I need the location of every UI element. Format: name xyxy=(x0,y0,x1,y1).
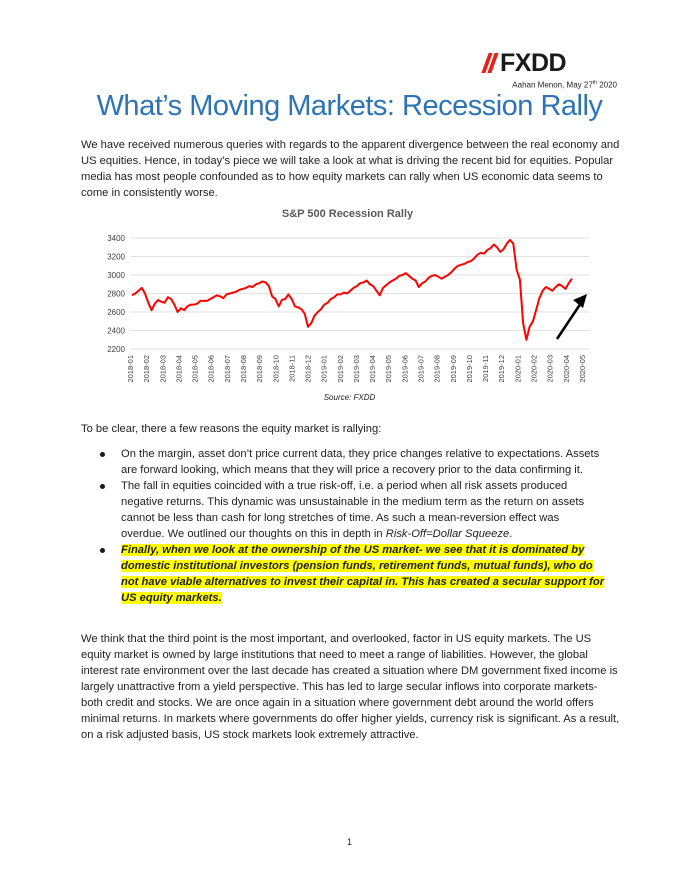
x-tick-label: 2018-03 xyxy=(158,355,167,383)
y-tick-label: 3400 xyxy=(107,234,125,243)
x-tick-label: 2019-08 xyxy=(433,355,442,383)
x-tick-label: 2018-01 xyxy=(126,355,135,383)
bullet-text: On the margin, asset don’t price current… xyxy=(121,448,600,476)
x-tick-label: 2019-02 xyxy=(336,355,345,383)
author-name: Aahan Menon, May 27 xyxy=(512,80,593,90)
chart-svg: 2200 2400 2600 2800 3000 3200 3400 2018-01 2018-… xyxy=(107,234,590,383)
x-tick-label: 2019-07 xyxy=(417,355,426,383)
list-item: The fall in equities coincided with a tr… xyxy=(100,478,605,542)
arrow-head-icon xyxy=(573,294,587,308)
author-date-suffix: th xyxy=(592,80,597,86)
x-tick-label: 2019-05 xyxy=(384,355,393,383)
bullet-icon xyxy=(100,548,105,553)
highlighted-bullet-text: Finally, when we look at the ownership o… xyxy=(121,544,605,604)
author-year: 2020 xyxy=(596,80,617,90)
x-tick-label: 2018-07 xyxy=(223,355,232,383)
x-tick-label: 2019-10 xyxy=(465,355,474,383)
y-tick-label: 3000 xyxy=(107,271,125,280)
chart-title: S&P 500 Recession Rally xyxy=(281,208,414,220)
x-tick-label: 2020-04 xyxy=(562,355,571,383)
bullet-reference: Risk-Off=Dollar Squeeze xyxy=(385,528,510,540)
y-tick-label: 2600 xyxy=(107,308,125,317)
x-tick-label: 2019-11 xyxy=(481,355,490,382)
lead-in-paragraph: To be clear, there a few reasons the equ… xyxy=(81,423,382,435)
x-tick-label: 2020-02 xyxy=(530,355,539,383)
author-line: Aahan Menon, May 27th 2020 xyxy=(512,80,617,90)
y-tick-label: 2800 xyxy=(107,290,125,299)
y-tick-label: 2200 xyxy=(107,345,125,354)
arrow-shaft xyxy=(555,299,585,340)
x-tick-label: 2019-06 xyxy=(400,355,409,383)
x-tick-label: 2018-11 xyxy=(287,355,296,382)
x-tick-label: 2018-02 xyxy=(142,355,151,383)
list-item: On the margin, asset don’t price current… xyxy=(100,446,605,478)
reasons-list: On the margin, asset don’t price current… xyxy=(100,446,605,606)
bullet-icon xyxy=(100,452,105,457)
fxdd-logo: FXDD xyxy=(481,48,567,77)
list-item: Finally, when we look at the ownership o… xyxy=(100,542,605,606)
page-title: What’s Moving Markets: Recession Rally xyxy=(96,90,603,122)
x-tick-label: 2018-10 xyxy=(271,355,280,383)
bullet-text: The fall in equities coincided with a tr… xyxy=(121,480,585,540)
x-tick-label: 2020-05 xyxy=(578,355,587,383)
logo-text: FXDD xyxy=(500,48,567,77)
x-tick-label: 2020-03 xyxy=(546,355,555,383)
intro-paragraph: We have received numerous queries with r… xyxy=(81,139,620,199)
y-tick-label: 2400 xyxy=(107,327,125,336)
x-tick-label: 2019-03 xyxy=(352,355,361,383)
x-tick-label: 2019-09 xyxy=(449,355,458,383)
bullet-icon xyxy=(100,484,105,489)
chart-source: Source: FXDD xyxy=(323,393,376,402)
x-tick-label: 2019-04 xyxy=(368,355,377,383)
closing-paragraph: We think that the third point is the mos… xyxy=(81,633,620,741)
chart: S&P 500 Recession Rally 2200 2400 2600 2800… xyxy=(95,205,600,410)
x-tick-label: 2018-06 xyxy=(207,355,216,383)
bullet-tail: . xyxy=(509,528,513,540)
x-tick-label: 2018-04 xyxy=(174,355,183,383)
x-tick-label: 2019-01 xyxy=(320,355,329,383)
x-tick-label: 2018-09 xyxy=(255,355,264,383)
logo-slash-icon xyxy=(481,53,499,73)
x-tick-label: 2018-12 xyxy=(304,355,313,383)
x-tick-label: 2019-12 xyxy=(497,355,506,383)
x-tick-label: 2020-01 xyxy=(513,355,522,383)
x-tick-label: 2018-05 xyxy=(191,355,200,383)
page-number: 1 xyxy=(346,837,352,847)
y-tick-label: 3200 xyxy=(107,253,125,262)
series-line xyxy=(131,238,573,341)
x-tick-label: 2018-08 xyxy=(239,355,248,383)
